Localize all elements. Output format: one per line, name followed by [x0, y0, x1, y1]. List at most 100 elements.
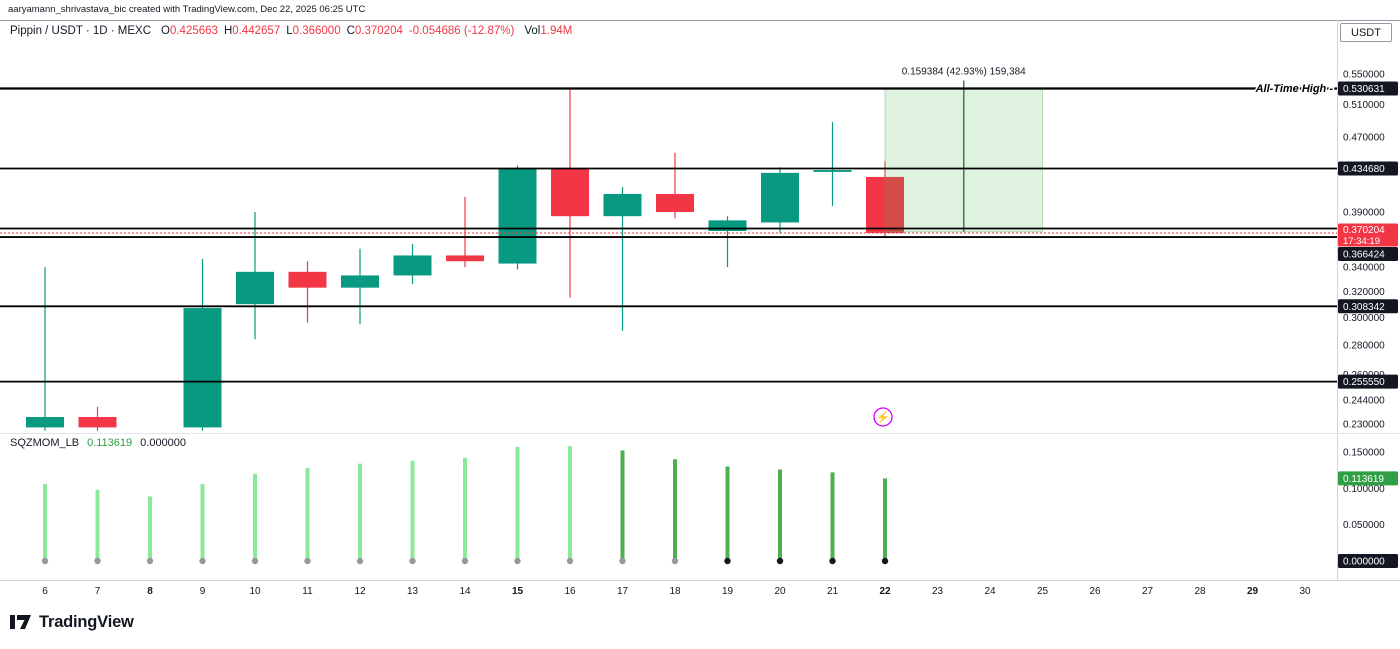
time-tick-label[interactable]: 18 [669, 586, 681, 597]
indicator-legend[interactable]: SQZMOM_LB 0.113619 0.000000 [10, 437, 186, 449]
ohlc-close-value: 0.370204 [354, 25, 403, 37]
tradingview-logo-icon [10, 615, 31, 629]
candle-body [393, 255, 432, 276]
price-tick-label: 0.300000 [1343, 313, 1385, 324]
indicator-name: SQZMOM_LB [10, 437, 80, 449]
candle-body [183, 308, 222, 428]
time-tick-label[interactable]: 8 [147, 586, 153, 597]
candle-body [551, 168, 589, 217]
symbol-legend: Pippin / USDT · 1D · MEXC O 0.425663 H 0… [10, 25, 578, 37]
ath-label: All-Time High - [1255, 83, 1334, 95]
ohlc-high-label: H [223, 25, 233, 37]
axis-badge [1338, 374, 1398, 389]
squeeze-dot [461, 557, 469, 565]
squeeze-dot [199, 557, 206, 565]
candle-body [236, 271, 274, 305]
time-tick-label[interactable]: 16 [564, 586, 576, 597]
candle-body [498, 168, 537, 264]
time-tick-label[interactable]: 19 [722, 586, 734, 597]
time-tick-label[interactable]: 21 [827, 586, 839, 597]
axis-badge [1338, 247, 1398, 262]
time-tick-label[interactable]: 26 [1089, 586, 1101, 597]
axis-badge-text: 0.530631 [1343, 84, 1385, 95]
change-value: -0.054686 (-12.87%) [408, 25, 515, 37]
squeeze-dot [619, 557, 626, 565]
candle-body [813, 170, 852, 172]
axis-badge [1338, 554, 1398, 568]
time-tick-label[interactable]: 10 [249, 586, 261, 597]
time-tick-label[interactable]: 30 [1299, 586, 1311, 597]
squeeze-dot [671, 557, 679, 565]
price-tick-label: 0.550000 [1343, 70, 1385, 81]
time-tick-label[interactable]: 24 [984, 586, 996, 597]
price-tick-label: 0.230000 [1343, 419, 1385, 430]
time-tick-label[interactable]: 7 [95, 586, 101, 597]
time-tick-label[interactable]: 9 [200, 586, 206, 597]
time-tick-label[interactable]: 27 [1142, 586, 1154, 597]
candle-body [656, 193, 694, 213]
price-tick-label: 0.510000 [1343, 100, 1385, 111]
time-tick-label[interactable]: 25 [1037, 586, 1049, 597]
price-tick-label: 0.470000 [1343, 133, 1385, 144]
axis-badge [1338, 299, 1398, 314]
axis-badge [1338, 161, 1398, 176]
countdown-text: 17:34:19 [1343, 236, 1380, 247]
price-tick-label: 0.340000 [1343, 263, 1385, 274]
indicator-secondary-value: 0.000000 [140, 437, 187, 449]
squeeze-dot [514, 557, 521, 565]
ohlc-low-label: L [286, 25, 293, 37]
squeeze-dot [41, 557, 49, 565]
candle-body [603, 193, 642, 217]
lightning-emoji-marker[interactable] [873, 407, 893, 427]
tradingview-logo-text: TradingView [39, 612, 134, 631]
lightning-icon: ⚡ [876, 411, 890, 424]
time-tick-label[interactable]: 20 [774, 586, 786, 597]
squeeze-dot [881, 557, 889, 565]
squeeze-dot [251, 557, 259, 565]
attribution-text: aaryamann_shrivastava_bic created with T… [8, 4, 366, 15]
squeeze-dot [776, 557, 784, 565]
axis-badge-text: 0.366424 [1343, 250, 1385, 261]
time-tick-label[interactable]: 23 [932, 586, 944, 597]
ohlc-open-label: O [161, 25, 170, 37]
candle-body [78, 416, 117, 428]
price-tick-label: 0.244000 [1343, 396, 1385, 407]
candle-body [446, 255, 484, 262]
candle-body [761, 172, 799, 223]
time-tick-label[interactable]: 28 [1194, 586, 1206, 597]
tradingview-logo[interactable]: TradingView [10, 612, 134, 632]
time-tick-label[interactable]: 11 [302, 586, 313, 597]
squeeze-dot [409, 557, 416, 565]
price-tick-label: 0.390000 [1343, 208, 1385, 219]
indicator-tick-label: 0.050000 [1343, 520, 1385, 531]
projection-label: 0.159384 (42.93%) 159,384 [902, 67, 1026, 78]
time-tick-label[interactable]: 29 [1247, 586, 1259, 597]
time-tick-label[interactable]: 14 [459, 586, 471, 597]
squeeze-dot [146, 557, 154, 565]
squeeze-dot [829, 557, 836, 565]
indicator-tick-label: 0.150000 [1343, 448, 1385, 459]
time-tick-label[interactable]: 15 [512, 586, 524, 597]
candle-body [708, 220, 747, 232]
time-tick-label[interactable]: 22 [879, 586, 891, 597]
candle-body [26, 416, 64, 428]
time-tick-label[interactable]: 17 [617, 586, 629, 597]
volume-value: 1.94M [540, 25, 573, 37]
time-tick-label[interactable]: 13 [407, 586, 419, 597]
price-tick-label: 0.320000 [1343, 287, 1385, 298]
currency-toggle-button[interactable]: USDT [1340, 23, 1392, 42]
squeeze-dot [356, 557, 364, 565]
volume-label: Vol [524, 25, 541, 37]
candle-body [866, 176, 904, 233]
ohlc-low-value: 0.366000 [292, 25, 341, 37]
symbol-title[interactable]: Pippin / USDT · 1D · MEXC [10, 25, 152, 37]
squeeze-dot [304, 557, 311, 565]
time-tick-label[interactable]: 6 [42, 586, 48, 597]
indicator-value: 0.113619 [87, 437, 133, 449]
axis-badge-text: 0.000000 [1343, 557, 1385, 568]
time-tick-label[interactable]: 12 [354, 586, 366, 597]
axis-badge-text: 0.308342 [1343, 302, 1385, 313]
axis-badge [1338, 81, 1398, 96]
candle-body [341, 275, 379, 288]
